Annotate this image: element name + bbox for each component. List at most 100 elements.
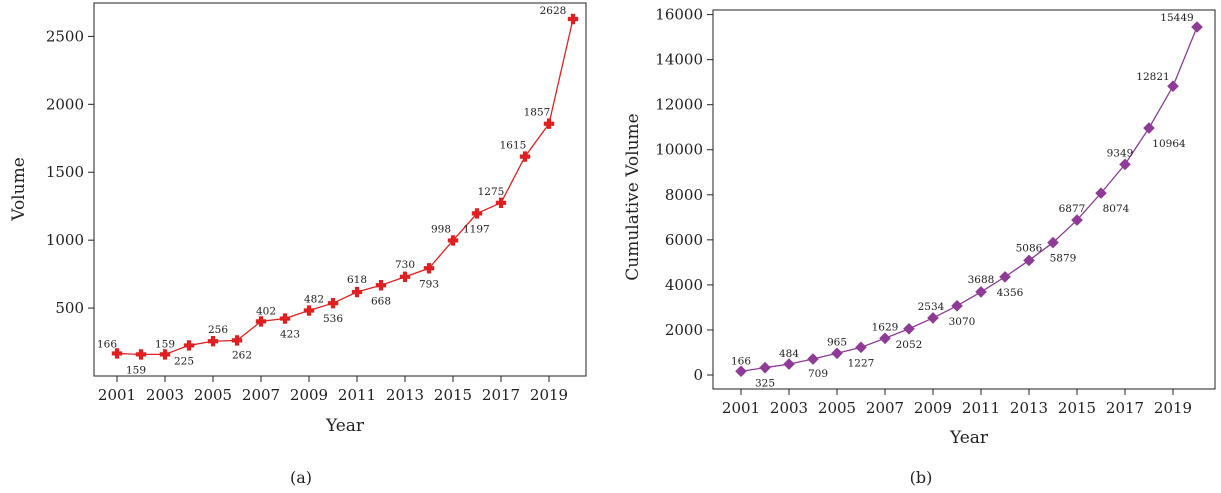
y-axis-label-b: Cumulative Volume xyxy=(623,113,643,280)
data-label: 1227 xyxy=(848,357,875,369)
plot-frame-a xyxy=(93,2,587,377)
data-label: 256 xyxy=(208,324,228,336)
y-tick-label: 2500 xyxy=(46,27,84,45)
y-tick-label: 12000 xyxy=(655,96,703,114)
x-tick-label: 2001 xyxy=(98,386,136,404)
data-point-marker xyxy=(927,312,939,324)
data-label: 2052 xyxy=(896,339,923,351)
data-label: 166 xyxy=(97,338,117,350)
data-label: 262 xyxy=(232,349,252,361)
y-tick-label: 16000 xyxy=(655,6,703,24)
data-label: 4356 xyxy=(997,287,1024,299)
axis-ticks-a: 2001 2003 2005 2007 2009 2011 2013 2015 2017 2019… xyxy=(46,27,568,404)
data-point-marker xyxy=(759,361,771,374)
data-label: 166 xyxy=(731,355,751,367)
data-point-marker xyxy=(471,208,483,219)
data-label: 484 xyxy=(779,348,799,360)
data-label: 2628 xyxy=(540,5,567,17)
data-point-marker xyxy=(1191,21,1203,33)
y-tick-label: 0 xyxy=(693,366,703,384)
data-point-marker xyxy=(879,332,891,345)
data-point-marker xyxy=(159,349,171,360)
data-point-marker xyxy=(183,340,195,351)
data-label: 402 xyxy=(256,305,276,317)
chart-panel-b: 2001 2003 2005 2007 2009 2011 2013 2015 2017 2019… xyxy=(623,6,1216,487)
data-label: 1615 xyxy=(500,140,527,152)
series-line xyxy=(116,18,574,356)
data-point-marker xyxy=(1167,80,1179,92)
data-label: 5879 xyxy=(1050,253,1077,265)
data-point-marker xyxy=(255,316,267,327)
chart-panel-a: 2001 2003 2005 2007 2009 2011 2013 2015 2017 2019… xyxy=(9,2,587,487)
data-label: 9349 xyxy=(1107,147,1134,159)
data-point-marker xyxy=(951,300,963,312)
data-point-marker xyxy=(1023,254,1035,267)
y-tick-label: 6000 xyxy=(665,231,703,249)
data-label: 10964 xyxy=(1152,138,1186,150)
data-point-marker xyxy=(1095,187,1107,199)
data-label: 5086 xyxy=(1016,242,1043,254)
series-line-a xyxy=(116,18,574,356)
x-tick-label: 2003 xyxy=(770,399,808,417)
data-point-marker xyxy=(1143,122,1155,134)
x-tick-label: 2005 xyxy=(194,386,232,404)
data-point-marker xyxy=(303,305,315,316)
data-point-marker xyxy=(735,365,747,378)
data-label: 1857 xyxy=(524,107,551,119)
data-labels-a: 166 159 159 225 256 262 402 423 482 536 618 668 730 7… xyxy=(97,5,566,376)
data-point-marker xyxy=(231,335,243,346)
data-point-marker xyxy=(399,271,411,283)
data-point-marker xyxy=(1047,236,1059,249)
y-tick-label: 1000 xyxy=(46,231,84,249)
x-tick-label: 2017 xyxy=(482,386,520,404)
data-point-marker xyxy=(903,322,915,335)
data-point-marker xyxy=(423,263,435,274)
panel-label-a: (a) xyxy=(290,468,312,487)
data-point-marker xyxy=(783,358,795,370)
data-point-marker xyxy=(135,349,147,360)
data-label: 1629 xyxy=(872,321,899,333)
data-label: 12821 xyxy=(1136,71,1169,83)
x-tick-label: 2015 xyxy=(1058,399,1096,417)
data-label: 618 xyxy=(347,274,367,286)
x-tick-label: 2015 xyxy=(434,386,472,404)
data-label: 668 xyxy=(371,295,391,307)
data-label: 159 xyxy=(155,338,175,350)
data-point-marker xyxy=(519,151,531,162)
data-label: 6877 xyxy=(1059,203,1086,215)
data-label: 536 xyxy=(323,313,343,325)
y-tick-label: 14000 xyxy=(655,51,703,69)
data-point-marker xyxy=(279,313,291,324)
x-tick-label: 2013 xyxy=(386,386,424,404)
x-tick-label: 2009 xyxy=(290,386,328,404)
data-point-marker xyxy=(975,286,987,298)
data-label: 423 xyxy=(280,329,300,341)
data-label: 325 xyxy=(755,378,775,390)
y-tick-label: 4000 xyxy=(665,276,703,294)
data-point-marker xyxy=(1071,214,1083,226)
data-label: 482 xyxy=(304,294,324,306)
x-tick-label: 2003 xyxy=(146,386,184,404)
y-tick-label: 500 xyxy=(55,299,84,317)
x-tick-label: 2013 xyxy=(1010,399,1048,417)
axis-ticks-b: 2001 2003 2005 2007 2009 2011 2013 2015 2017 2019… xyxy=(655,6,1192,417)
data-point-marker xyxy=(1119,158,1131,171)
data-label: 965 xyxy=(827,336,847,348)
data-label: 1197 xyxy=(463,223,490,235)
data-label: 2534 xyxy=(918,301,945,313)
data-point-marker xyxy=(447,235,459,246)
data-point-marker xyxy=(807,353,819,365)
data-point-marker xyxy=(495,197,507,208)
data-label: 159 xyxy=(126,364,146,376)
data-point-marker xyxy=(351,286,363,298)
data-point-marker xyxy=(999,271,1011,283)
data-point-marker xyxy=(567,13,579,25)
panel-label-b: (b) xyxy=(910,468,933,487)
data-point-marker xyxy=(831,347,843,360)
y-tick-label: 1500 xyxy=(46,163,84,181)
x-axis-label-a: Year xyxy=(325,416,365,436)
x-axis-label-b: Year xyxy=(949,428,989,448)
data-label: 225 xyxy=(174,355,194,367)
